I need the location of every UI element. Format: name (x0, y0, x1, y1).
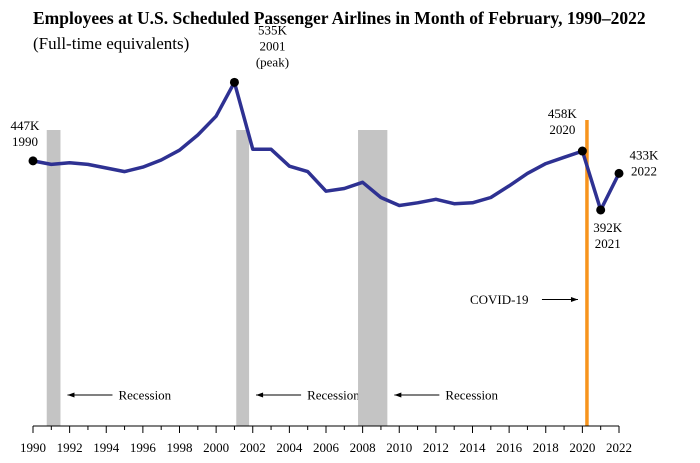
x-tick-label: 1990 (20, 440, 46, 455)
x-tick-label: 1994 (93, 440, 120, 455)
x-tick-label: 2006 (313, 440, 340, 455)
highlight-point-2022 (614, 168, 624, 178)
point-label-1990: 447K (11, 118, 41, 133)
highlight-point-2021 (596, 205, 606, 215)
covid-label: COVID-19 (470, 292, 529, 307)
highlight-point-2001 (229, 77, 239, 87)
chart-subtitle: (Full-time equivalents) (33, 34, 190, 53)
point-label-2001: (peak) (256, 54, 289, 69)
x-tick-label: 2004 (276, 440, 303, 455)
recession-arrow-2-head (256, 392, 264, 398)
point-label-2021: 392K (593, 220, 623, 235)
x-tick-label: 2016 (496, 440, 523, 455)
recession-band-1 (46, 130, 61, 426)
point-label-2001: 2001 (259, 38, 285, 53)
highlight-point-1990 (28, 156, 38, 166)
x-tick-label: 2010 (386, 440, 412, 455)
x-tick-label: 2020 (569, 440, 595, 455)
covid-arrow-head (570, 297, 578, 302)
recession-band-2 (236, 130, 250, 426)
point-label-2021: 2021 (595, 236, 621, 251)
point-label-2020: 458K (548, 106, 578, 121)
x-tick-label: 1996 (130, 440, 157, 455)
x-tick-label: 2008 (350, 440, 376, 455)
point-label-1990: 1990 (12, 134, 38, 149)
recession-label-1: Recession (118, 388, 171, 403)
series-line (32, 80, 621, 212)
x-tick-label: 1992 (57, 440, 83, 455)
x-tick-label: 1998 (167, 440, 193, 455)
recession-band-3 (358, 130, 388, 426)
x-tick-label: 2014 (460, 440, 487, 455)
x-tick-label: 2022 (606, 440, 632, 455)
x-tick-label: 2000 (203, 440, 229, 455)
x-tick-label: 2012 (423, 440, 449, 455)
highlight-point-2020 (577, 146, 587, 156)
recession-arrow-1-head (67, 392, 75, 398)
x-tick-label: 2002 (240, 440, 266, 455)
recession-arrow-3-head (394, 392, 402, 398)
x-tick-label: 2018 (533, 440, 559, 455)
point-label-2020: 2020 (549, 122, 575, 137)
point-label-2001: 535K (258, 22, 288, 37)
recession-label-2: Recession (307, 388, 360, 403)
chart-title: Employees at U.S. Scheduled Passenger Ai… (33, 8, 646, 28)
recession-label-3: Recession (445, 388, 498, 403)
point-label-2022: 2022 (631, 163, 657, 178)
point-label-2022: 433K (630, 147, 660, 162)
